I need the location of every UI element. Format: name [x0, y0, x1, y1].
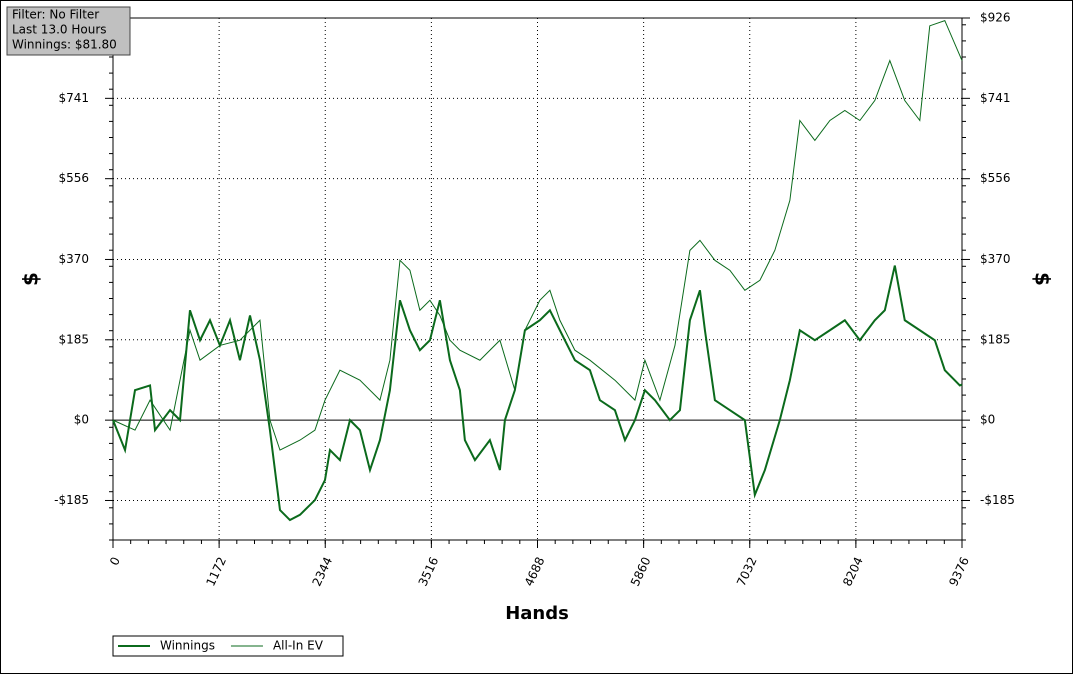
y-tick-label: $185 [58, 332, 89, 346]
y2-tick-label: $926 [980, 11, 1011, 25]
y-tick-label: $556 [58, 171, 89, 185]
legend: Winnings All-In EV [112, 635, 344, 657]
y-axis-title: $ [19, 272, 43, 286]
y2-tick-label: $556 [980, 171, 1011, 185]
x-axis-title: Hands [505, 603, 569, 624]
legend-label: Winnings [160, 639, 215, 653]
y2-tick-label: $185 [980, 332, 1011, 346]
y2-tick-label: $0 [980, 413, 995, 427]
info-background [6, 6, 131, 56]
y-tick-label: $741 [58, 91, 89, 105]
y2-tick-label: -$185 [980, 493, 1015, 507]
series-line [112, 19, 963, 451]
info-line: Winnings: $81.80 [12, 38, 117, 52]
y2-tick-label: $370 [980, 252, 1011, 266]
info-line: Last 13.0 Hours [12, 23, 107, 37]
info-box: Filter: No Filter Last 13.0 Hours Winnin… [6, 6, 131, 56]
y2-tick-label: $741 [980, 91, 1011, 105]
y-tick-label: -$185 [54, 493, 89, 507]
series-line [112, 265, 963, 522]
legend-box [112, 635, 344, 657]
legend-label: All-In EV [273, 639, 324, 653]
y2-axis-title: $ [1031, 272, 1055, 286]
y-tick-label: $370 [58, 252, 89, 266]
y-tick-label: $0 [74, 413, 89, 427]
info-line: Filter: No Filter [12, 8, 99, 22]
